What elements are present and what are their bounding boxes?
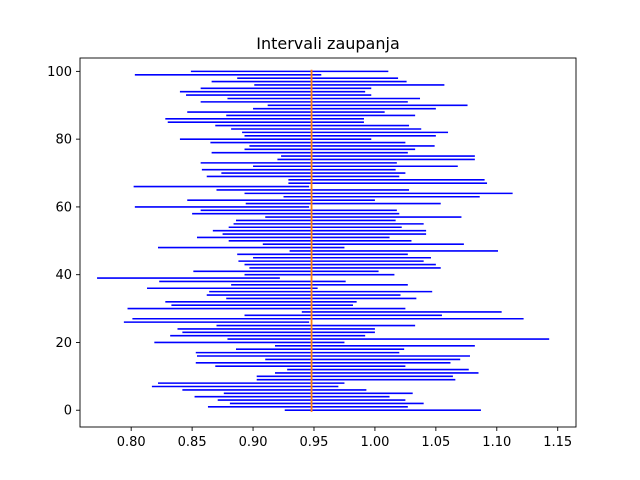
x-tick-label: 0.95 xyxy=(300,435,329,450)
y-tick-label: 80 xyxy=(55,133,72,148)
x-tick-label: 1.00 xyxy=(360,435,389,450)
x-axis: 0.80 0.85 0.90 0.95 1.00 1.05 1.10 1.15 xyxy=(117,427,572,450)
y-tick-label: 60 xyxy=(55,200,72,215)
plot-frame xyxy=(79,57,577,428)
interval-series xyxy=(97,70,550,412)
x-tick-label: 1.10 xyxy=(482,435,511,450)
y-tick-label: 100 xyxy=(47,65,72,80)
x-tick-label: 1.05 xyxy=(421,435,450,450)
x-tick-label: 0.90 xyxy=(239,435,268,450)
chart-title: Intervali zaupanja xyxy=(256,34,400,53)
y-tick-label: 20 xyxy=(55,336,72,351)
y-tick-label: 0 xyxy=(64,404,72,419)
y-tick-label: 40 xyxy=(55,268,72,283)
x-tick-label: 0.80 xyxy=(117,435,146,450)
x-tick-label: 0.85 xyxy=(178,435,207,450)
y-axis: 0 20 40 60 80 100 xyxy=(47,65,80,419)
x-tick-label: 1.15 xyxy=(543,435,572,450)
